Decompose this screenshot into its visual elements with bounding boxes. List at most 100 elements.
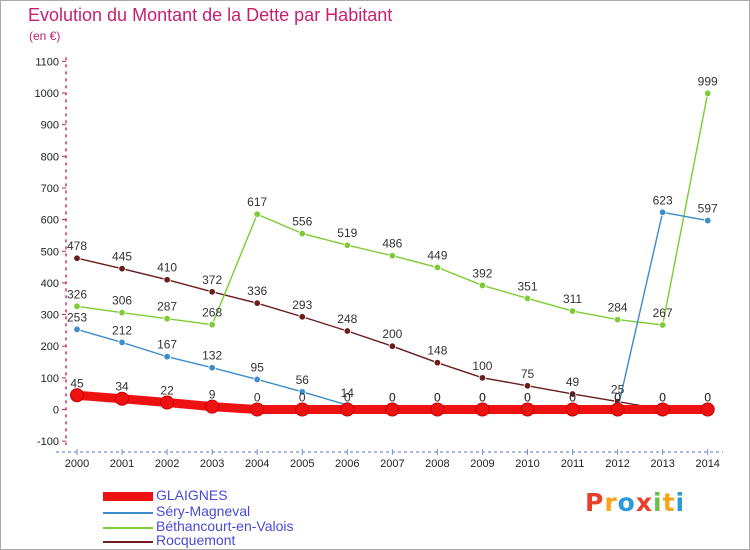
x-tick-label: 2002 (155, 458, 179, 470)
data-label-glaignes: 0 (704, 391, 711, 405)
data-point-glaignes (160, 395, 175, 410)
y-tick-label: 700 (41, 183, 59, 195)
data-point-rocquemont (523, 382, 532, 390)
proxiti-logo: Proxiti (585, 488, 685, 517)
data-point-rocquemont (388, 342, 397, 350)
y-tick-label: 400 (41, 278, 59, 290)
data-label-sery-magneval: 0 (614, 391, 621, 405)
data-label-sery-magneval: 623 (653, 193, 673, 207)
data-label-sery-magneval: 95 (251, 360, 265, 374)
data-point-bethancourt-en-valois (298, 229, 306, 238)
x-tick-label: 2011 (561, 458, 585, 470)
data-point-sery-magneval (73, 325, 81, 334)
data-label-bethancourt-en-valois: 486 (382, 237, 402, 251)
data-label-sery-magneval: 0 (434, 391, 441, 405)
data-point-rocquemont (343, 327, 351, 335)
data-label-rocquemont: 100 (472, 359, 492, 373)
data-label-rocquemont: 248 (337, 312, 357, 326)
x-tick-label: 2005 (290, 458, 314, 470)
data-label-glaignes: 9 (209, 388, 216, 402)
y-tick-label: 500 (41, 246, 59, 258)
data-label-glaignes: 0 (344, 391, 351, 405)
data-point-rocquemont (298, 313, 306, 321)
data-point-glaignes (205, 399, 220, 414)
data-point-bethancourt-en-valois (343, 241, 351, 249)
data-label-sery-magneval: 0 (569, 391, 576, 405)
data-point-sery-magneval (704, 216, 712, 225)
data-point-glaignes (385, 402, 400, 417)
x-tick-label: 2012 (605, 458, 629, 470)
data-label-bethancourt-en-valois: 287 (157, 300, 177, 314)
data-label-rocquemont: 445 (112, 250, 132, 264)
x-tick-label: 2013 (650, 458, 674, 470)
x-tick-label: 2006 (335, 458, 359, 470)
data-point-glaignes (610, 402, 625, 417)
y-tick-label: 200 (41, 341, 59, 353)
data-point-rocquemont (118, 264, 126, 273)
data-point-bethancourt-en-valois (704, 89, 712, 98)
data-point-glaignes (700, 402, 715, 417)
data-label-sery-magneval: 597 (698, 202, 718, 216)
data-point-glaignes (565, 402, 580, 417)
logo-letter: r (604, 488, 618, 517)
data-point-rocquemont (163, 276, 171, 284)
data-label-bethancourt-en-valois: 449 (427, 248, 447, 262)
data-point-sery-magneval (118, 338, 126, 347)
data-point-glaignes (520, 402, 535, 417)
data-label-glaignes: 45 (70, 376, 84, 390)
data-label-sery-magneval: 132 (202, 349, 222, 363)
data-label-bethancourt-en-valois: 617 (247, 195, 267, 209)
legend-swatch (103, 527, 153, 529)
logo-letter: P (585, 488, 605, 517)
logo-letter: o (617, 488, 636, 517)
y-tick-label: 900 (41, 120, 59, 132)
data-label-sery-magneval: 56 (296, 373, 310, 387)
y-tick-label: -100 (37, 436, 59, 448)
x-tick-label: 2010 (515, 458, 539, 470)
logo-letter: i (653, 488, 663, 517)
data-label-glaignes: 0 (524, 391, 531, 405)
data-point-glaignes (115, 391, 130, 406)
data-point-glaignes (430, 402, 445, 417)
y-tick-label: 300 (41, 310, 59, 322)
data-point-glaignes (70, 388, 84, 403)
data-label-bethancourt-en-valois: 306 (112, 294, 132, 308)
data-point-bethancourt-en-valois (73, 302, 81, 311)
data-label-bethancourt-en-valois: 284 (608, 301, 628, 315)
data-point-bethancourt-en-valois (658, 321, 667, 329)
data-label-rocquemont: 49 (566, 375, 580, 389)
series-lines (70, 89, 715, 417)
data-label-glaignes: 0 (299, 391, 306, 405)
data-label-bethancourt-en-valois: 268 (202, 306, 222, 320)
y-tick-label: 600 (41, 215, 59, 227)
chart-title: Evolution du Montant de la Dette par Hab… (28, 5, 393, 25)
legend-swatch (103, 492, 153, 501)
data-point-rocquemont (478, 374, 487, 382)
data-label-glaignes: 34 (115, 380, 129, 394)
x-tick-label: 2000 (65, 458, 89, 470)
data-point-glaignes (250, 402, 265, 417)
data-label-glaignes: 0 (569, 391, 576, 405)
y-tick-label: 100 (41, 373, 59, 385)
y-tick-label: 1100 (35, 56, 59, 68)
data-label-rocquemont: 336 (247, 284, 267, 298)
axes: -100010020030040050060070080090010001100… (35, 56, 723, 470)
data-point-bethancourt-en-valois (253, 210, 261, 218)
x-tick-label: 2001 (110, 458, 134, 470)
data-label-rocquemont: 410 (157, 261, 177, 275)
data-point-bethancourt-en-valois (478, 281, 487, 290)
data-label-sery-magneval: 0 (524, 391, 531, 405)
x-tick-label: 2004 (245, 458, 269, 470)
data-point-glaignes (295, 402, 310, 417)
legend-label: Béthancourt-en-Valois (156, 518, 294, 534)
x-tick-label: 2008 (425, 458, 449, 470)
data-point-rocquemont (73, 254, 81, 262)
logo-letter: x (635, 488, 653, 517)
data-label-rocquemont: 25 (611, 383, 625, 397)
legend-label: GLAIGNES (156, 487, 228, 503)
data-point-glaignes (655, 402, 670, 417)
data-point-sery-magneval (658, 208, 667, 217)
